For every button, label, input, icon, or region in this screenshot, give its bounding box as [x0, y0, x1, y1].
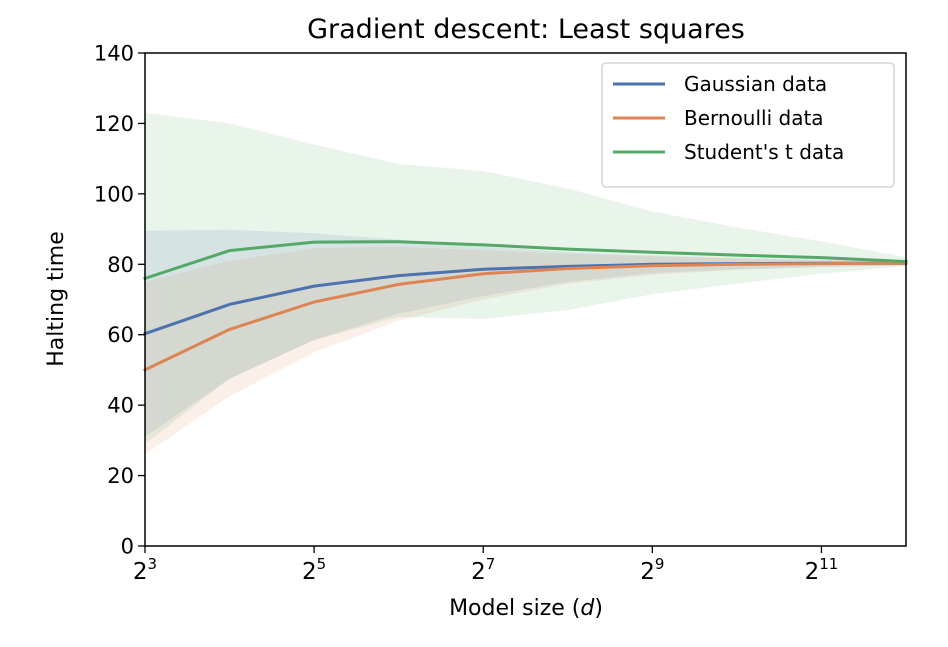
y-tick-label: 0 — [121, 535, 134, 559]
x-axis-label-prefix: Model size ( — [449, 596, 580, 621]
y-axis-label: Halting time — [44, 231, 69, 366]
legend-box — [601, 62, 895, 188]
y-tick-label: 60 — [107, 323, 134, 347]
x-axis-label: Model size (d) — [449, 596, 603, 621]
x-axis-label-suffix: ) — [594, 596, 603, 621]
y-tick-label: 20 — [107, 464, 134, 488]
x-tick-label: 23 — [133, 555, 157, 585]
y-tick-label: 100 — [94, 182, 134, 206]
line-series-1 — [142, 261, 908, 372]
series-lines — [142, 240, 908, 372]
y-tick-label: 80 — [107, 253, 134, 277]
legend-label-0: Gaussian data — [684, 72, 827, 96]
x-tick-label: 211 — [805, 555, 839, 585]
x-axis: 23 25 27 29 211 — [133, 546, 838, 585]
x-tick-label: 25 — [302, 555, 326, 585]
chart-title: Gradient descent: Least squares — [307, 14, 745, 45]
band-series-0 — [145, 229, 906, 437]
y-tick-label: 40 — [107, 394, 134, 418]
x-tick-label: 29 — [640, 555, 664, 585]
y-tick-label: 120 — [94, 112, 134, 136]
x-axis-label-variable: d — [580, 596, 595, 621]
band-series-2 — [145, 112, 906, 444]
y-axis: 0 20 40 60 80 100 120 140 — [94, 42, 145, 559]
x-tick-label: 27 — [471, 555, 495, 585]
y-tick-label: 140 — [94, 42, 134, 66]
legend: Gaussian data Bernoulli data Student's t d… — [601, 62, 895, 188]
legend-label-2: Student's t data — [684, 140, 844, 164]
line-series-2 — [143, 240, 908, 281]
axes-frame — [144, 52, 907, 547]
legend-label-1: Bernoulli data — [684, 106, 824, 130]
